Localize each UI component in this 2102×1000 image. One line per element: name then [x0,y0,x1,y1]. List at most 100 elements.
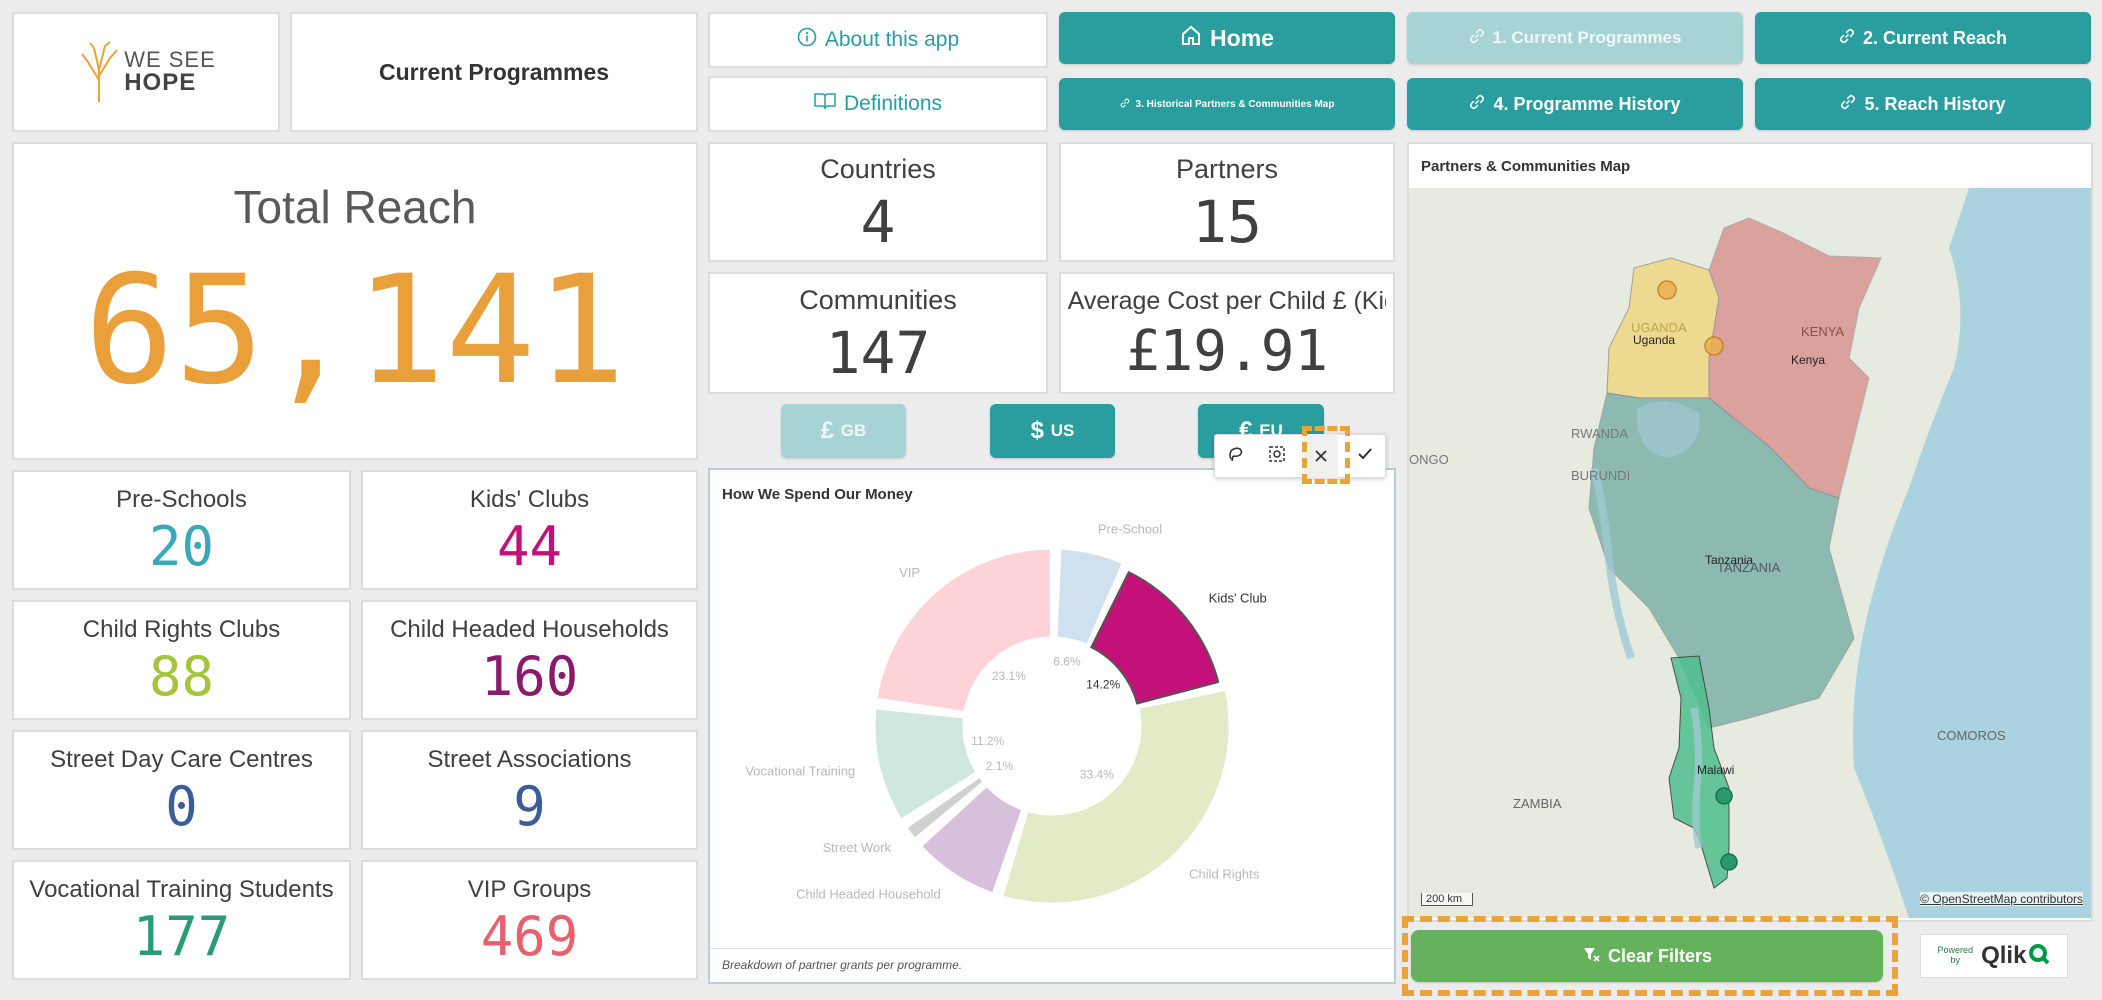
definitions-button[interactable]: Definitions [708,76,1048,132]
programme-history-button[interactable]: 4. Programme History [1407,78,1743,130]
logo-text-bottom: HOPE [124,69,197,96]
programme-kpi-value: 9 [513,775,546,838]
donut-category-label: Street Work [823,840,892,855]
programme-kpi-card[interactable]: Street Associations 9 [361,730,698,850]
donut-slice[interactable] [874,546,1054,715]
programme-kpi-card[interactable]: Pre-Schools 20 [12,470,351,590]
avg-cost-kpi[interactable]: Average Cost per Child £ (Kids... £19.91 [1059,272,1395,394]
currency-gb-symbol: £ [820,417,835,444]
donut-percent-label: 33.4% [1080,767,1114,781]
powered-label: Powered [1937,945,1974,956]
programme-kpi-label: Street Day Care Centres [50,746,313,773]
donut-slice[interactable] [872,706,979,822]
programme-kpi-value: 20 [148,515,215,578]
historical-map-button[interactable]: 3. Historical Partners & Communities Map [1059,78,1395,130]
clear-filters-button[interactable]: Clear Filters [1411,930,1883,982]
programme-kpi-label: VIP Groups [467,876,592,903]
lasso-icon[interactable] [1222,445,1250,468]
reach-history-button[interactable]: 5. Reach History [1755,78,2091,130]
qlik-logo-icon [2028,943,2050,970]
link-icon [1469,94,1485,115]
powered-by-qlik[interactable]: Powered by Qlik [1920,934,2068,978]
programme-kpi-value: 0 [165,775,198,838]
lake-tanganyika [1590,467,1635,660]
communities-label: Communities [799,284,957,315]
programme-kpi-card[interactable]: Child Headed Households 160 [361,600,698,720]
check-icon[interactable] [1351,445,1379,468]
we-see-hope-logo: WE SEE HOPE [76,40,216,104]
spend-chart-footnote: Breakdown of partner grants per programm… [722,958,963,972]
spend-chart-card[interactable]: How We Spend Our Money Pre-School 6.6% Kid… [708,468,1396,984]
tanzania-region [1588,392,1855,729]
lake-victoria [1636,401,1700,458]
map-card[interactable]: Partners & Communities Map UGANDA Uganda… [1407,142,2093,922]
countries-kpi[interactable]: Countries 4 [708,142,1048,262]
programme-history-label: 4. Programme History [1493,93,1681,114]
donut-slice[interactable] [919,783,1025,896]
map-attribution[interactable]: © OpenStreetMap contributors [1920,892,2083,906]
link-icon [1839,28,1855,49]
donut-percent-label: 11.2% [971,734,1004,748]
currency-us-button[interactable]: $ US [990,404,1115,458]
communities-kpi[interactable]: Communities 147 [708,272,1048,394]
donut-category-label: VIP [899,565,920,580]
filter-clear-icon [1582,945,1600,968]
uganda-point-1[interactable] [1657,280,1677,300]
total-reach-value: 65,141 [84,244,626,418]
currency-gb-button[interactable]: £ GB [781,404,906,458]
select-icon[interactable] [1263,445,1291,468]
partners-communities-map[interactable]: UGANDA Uganda KENYA Kenya RWANDA BURUNDI… [1409,188,2091,918]
programme-kpi-value: 177 [132,905,231,968]
map-label-tanzania: Tanzania [1705,553,1753,567]
donut-percent-label: 6.6% [1053,655,1081,669]
close-icon[interactable] [1303,434,1338,478]
logo-card: WE SEE HOPE [12,12,280,132]
donut-category-label: Pre-School [1098,521,1162,536]
donut-slice[interactable] [1000,687,1232,906]
malawi-point-1[interactable] [1715,787,1733,805]
partners-kpi[interactable]: Partners 15 [1059,142,1395,262]
currency-us-label: US [1050,421,1075,440]
home-label: Home [1210,24,1274,51]
total-reach-card[interactable]: Total Reach 65,141 [12,142,698,460]
uganda-point-2[interactable] [1704,336,1724,356]
map-label-burundi: BURUNDI [1571,468,1630,483]
map-title: Partners & Communities Map [1421,158,1631,175]
communities-value: 147 [825,318,931,387]
malawi-point-2[interactable] [1720,853,1738,871]
spend-donut-chart[interactable]: Pre-School 6.6% Kids' Club 14.2% Child Right… [710,470,1394,940]
programme-kpi-card[interactable]: Kids' Clubs 44 [361,470,698,590]
clear-filters-highlight [1402,916,1898,996]
programme-kpi-label: Child Rights Clubs [82,616,281,643]
donut-slice[interactable] [1054,546,1125,647]
current-programmes-button[interactable]: 1. Current Programmes [1407,12,1743,64]
programme-kpi-card[interactable]: VIP Groups 469 [361,860,698,980]
page-title: Current Programmes [378,58,610,85]
programme-kpi-card[interactable]: Vocational Training Students 177 [12,860,351,980]
info-icon [797,27,817,53]
current-reach-label: 2. Current Reach [1862,27,2008,48]
current-programmes-label: 1. Current Programmes [1492,28,1682,47]
current-reach-button[interactable]: 2. Current Reach [1755,12,2091,64]
qlik-logo-text: Qlik [1981,942,2027,969]
donut-percent-label: 14.2% [1086,677,1120,691]
avg-cost-label: Average Cost per Child £ (Kids... [1067,286,1387,315]
spend-chart-title: How We Spend Our Money [722,486,913,503]
about-button[interactable]: About this app [708,12,1048,68]
map-label-comoros: COMOROS [1937,728,2006,743]
definitions-label: Definitions [843,92,943,115]
home-button[interactable]: Home [1059,12,1395,64]
donut-percent-label: 2.1% [986,759,1014,773]
map-scale: 200 km [1421,893,1474,906]
countries-value: 4 [860,187,896,256]
book-icon [814,92,836,116]
cancel-highlight [1302,426,1350,484]
map-label-rwanda: RWANDA [1571,426,1628,441]
lake-malawi [1690,707,1703,849]
programme-kpi-label: Vocational Training Students [29,876,334,903]
programme-kpi-card[interactable]: Street Day Care Centres 0 [12,730,351,850]
programme-kpi-card[interactable]: Child Rights Clubs 88 [12,600,351,720]
map-label-kenya: Kenya [1791,353,1825,367]
donut-slice[interactable] [1090,571,1220,705]
donut-slice[interactable] [904,774,986,841]
